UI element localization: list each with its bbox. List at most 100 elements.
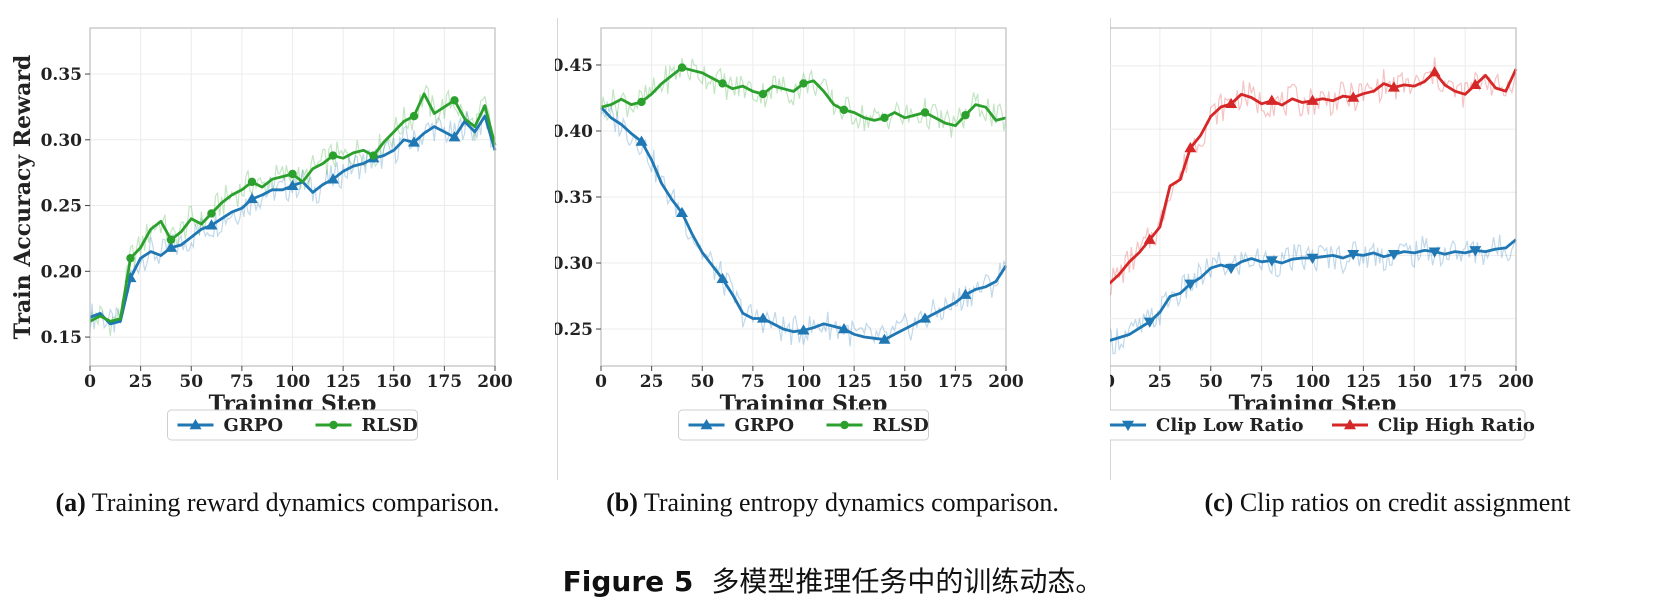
data-point	[716, 272, 729, 284]
data-point	[166, 235, 176, 244]
data-point	[1143, 317, 1156, 328]
caption-text: Training entropy dynamics comparison.	[637, 488, 1059, 517]
x-tick-label: 75	[741, 372, 765, 392]
x-tick-label: 0	[595, 372, 607, 392]
data-point	[205, 219, 218, 230]
data-point	[1387, 81, 1400, 92]
data-point	[327, 173, 339, 184]
x-tick-label: 100	[1295, 372, 1331, 392]
data-point	[369, 151, 378, 160]
legend-box	[1110, 409, 1526, 441]
raw-series-line	[600, 57, 1007, 138]
x-tick-label: 25	[1148, 372, 1172, 392]
data-point	[207, 209, 216, 218]
y-tick-label: 0.35	[555, 188, 593, 208]
legend-marker	[1122, 420, 1134, 431]
x-tick-label: 75	[1250, 372, 1274, 392]
x-tick-label: 125	[325, 372, 361, 392]
data-point	[328, 151, 338, 160]
x-tick-label: 125	[1346, 372, 1382, 392]
legend-box	[678, 409, 929, 441]
x-tick-label: 25	[129, 372, 153, 392]
caption-label: (c)	[1204, 488, 1234, 517]
tick-labels: 02550751001251501752000.020.030.040.050.…	[1110, 366, 1534, 392]
caption-label: (b)	[606, 488, 638, 517]
legend-label: RLSD	[362, 415, 418, 436]
raw-series-line	[89, 104, 496, 333]
data-point	[1184, 142, 1197, 153]
data-point	[246, 192, 258, 204]
data-point	[839, 105, 849, 115]
y-tick-label: 0.15	[41, 328, 82, 348]
gridlines	[89, 28, 496, 366]
data-point	[676, 206, 688, 218]
data-point	[880, 113, 889, 122]
panel-entropy: 0 25 50 75 100 125 150 175 200 0.25 0.30 0.35 0.40 0.…	[555, 0, 1110, 520]
y-tick-label: 0.25	[555, 320, 593, 340]
x-tick-label: 200	[477, 372, 513, 392]
x-tick-label: 50	[1199, 372, 1223, 392]
data-point	[920, 108, 930, 117]
data-point	[448, 131, 461, 142]
data-point	[799, 79, 808, 88]
data-point	[409, 111, 419, 121]
data-point	[1469, 78, 1482, 90]
panel-divider	[1110, 18, 1111, 480]
x-tick-label: 0	[1110, 372, 1115, 392]
caption-clip: (c) Clip ratios on credit assignment	[1110, 488, 1665, 518]
data-point	[247, 177, 257, 187]
data-point	[1306, 253, 1319, 264]
y-tick-label: 0.30	[555, 254, 593, 274]
legend-marker	[700, 419, 713, 430]
figure-caption: Figure 5 多模型推理任务中的训练动态。	[0, 560, 1666, 600]
data-point	[758, 89, 768, 99]
x-tick-label: 50	[690, 372, 714, 392]
x-tick-label: 0	[84, 372, 96, 392]
x-tick-label: 175	[938, 372, 974, 392]
figure-label: Figure 5	[562, 565, 694, 598]
reward-chart: 0 25 50 75 100 125 150 175 200 0.15 0.20 0.25 0.30 0.…	[10, 27, 513, 441]
legend: GRPO RLSD	[678, 409, 929, 441]
legend-marker	[189, 419, 202, 430]
data-point	[288, 169, 297, 179]
data-point	[677, 63, 687, 72]
caption-reward: (a) Training reward dynamics comparison.	[0, 488, 555, 518]
data-point	[838, 323, 850, 334]
raw-series-line	[1110, 234, 1517, 355]
legend-marker	[1344, 419, 1356, 430]
legend-label: GRPO	[735, 415, 795, 436]
x-tick-label: 175	[427, 372, 463, 392]
legend-label: Clip Low Ratio	[1156, 415, 1303, 436]
y-axis-label: Train Accuracy Reward	[10, 55, 36, 340]
data-point	[1143, 233, 1156, 244]
legend-label: GRPO	[224, 415, 284, 436]
data-point	[718, 79, 727, 88]
x-tick-label: 75	[230, 372, 254, 392]
y-tick-label: 0.35	[41, 65, 82, 85]
x-tick-label: 200	[988, 372, 1024, 392]
data-point	[1347, 249, 1360, 261]
panel-divider	[557, 18, 558, 480]
data-point	[1225, 263, 1238, 275]
data-point	[1306, 94, 1319, 105]
legend-marker	[329, 420, 338, 430]
panel-reward: 0 25 50 75 100 125 150 175 200 0.15 0.20 0.25 0.30 0.…	[0, 0, 555, 520]
legend-box	[167, 409, 418, 441]
legend: Clip Low Ratio Clip High Ratio	[1110, 409, 1535, 441]
tick-labels: 0 25 50 75 100 125 150 175 200 0.15 0.20 0.25 0.30 0.…	[41, 65, 513, 392]
data-point	[126, 253, 135, 263]
gridlines	[600, 28, 1007, 366]
y-tick-label: 0.40	[555, 122, 593, 142]
y-tick-label: 0.25	[41, 197, 82, 217]
x-tick-label: 150	[887, 372, 923, 392]
data-point	[1469, 246, 1482, 257]
panel-clip: 02550751001251501752000.020.030.040.050.…	[1110, 0, 1665, 520]
data-point	[961, 110, 970, 120]
figure-caption-text: 多模型推理任务中的训练动态。	[711, 565, 1104, 598]
data-point	[797, 324, 810, 335]
tick-labels: 0 25 50 75 100 125 150 175 200 0.25 0.30 0.35 0.40 0.…	[555, 56, 1024, 392]
series-group	[89, 84, 497, 336]
data-point	[757, 312, 769, 323]
data-point	[635, 135, 648, 146]
